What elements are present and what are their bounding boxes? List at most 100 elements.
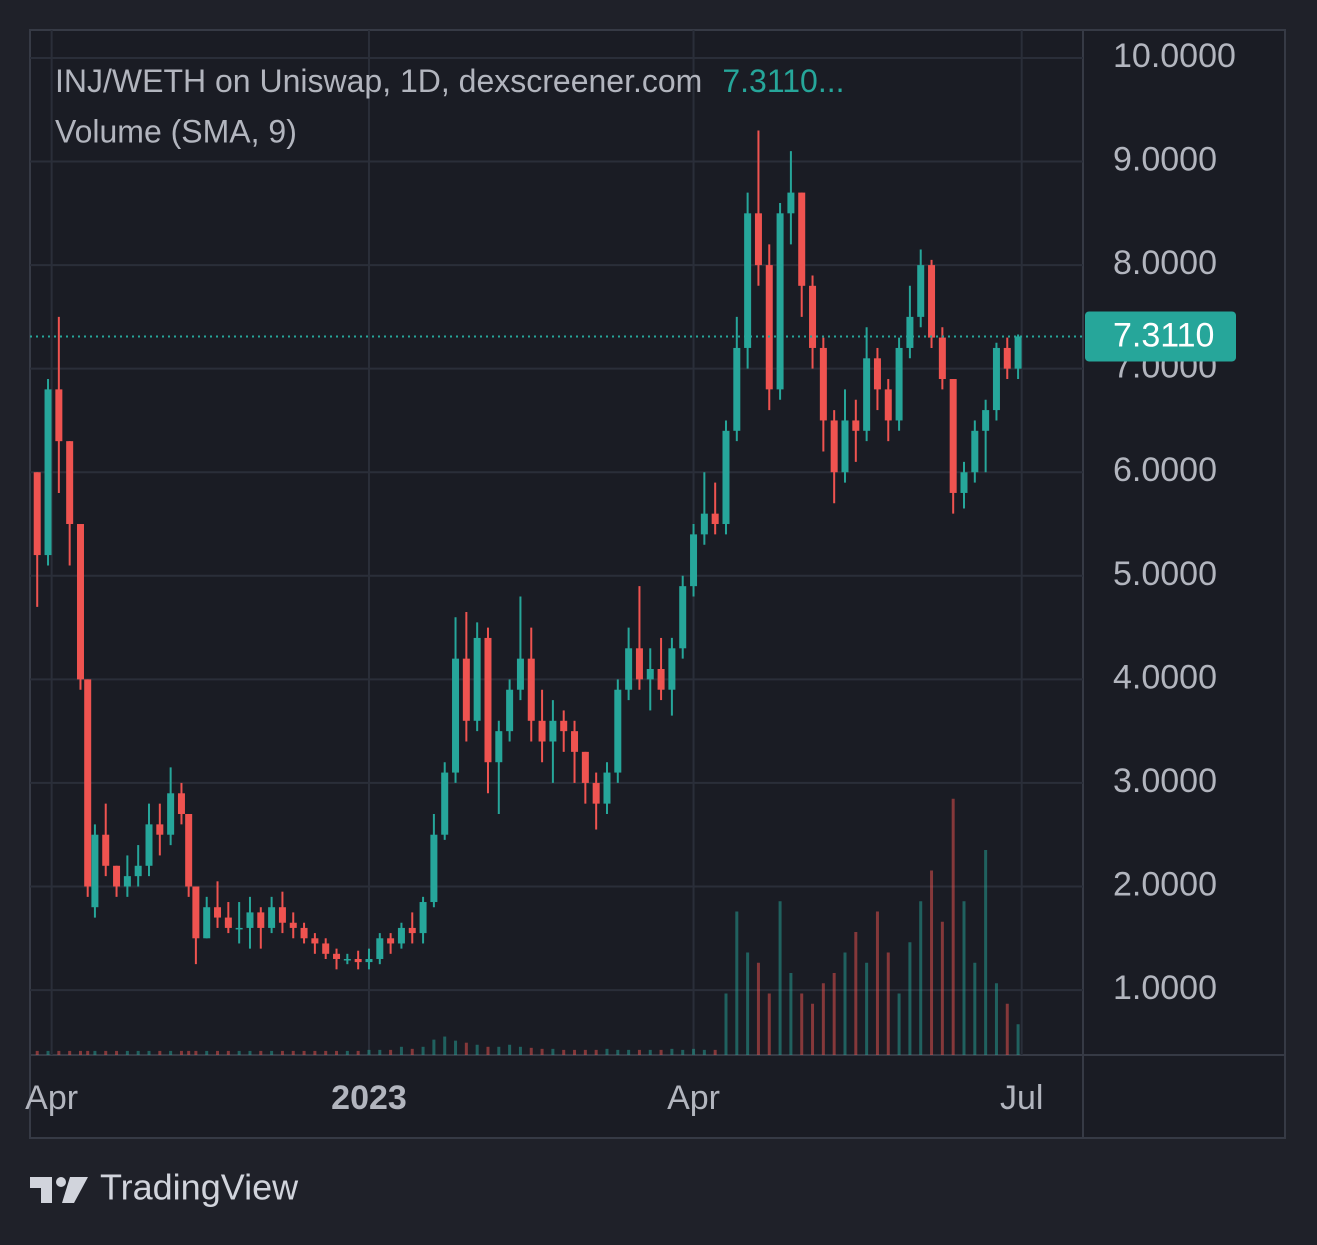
- volume-bar: [940, 921, 944, 1055]
- volume-bar: [136, 1050, 140, 1055]
- candle-body: [560, 720, 568, 732]
- volume-bar: [702, 1049, 706, 1055]
- candle-body: [744, 213, 752, 348]
- volume-bar: [86, 1050, 90, 1055]
- candle-body: [333, 953, 341, 959]
- volume-bar: [778, 901, 782, 1055]
- volume-bar: [930, 870, 934, 1055]
- volume-bar: [670, 1048, 674, 1055]
- volume-bar: [713, 1049, 717, 1055]
- candle-body: [484, 637, 492, 763]
- candle-body: [1014, 336, 1022, 369]
- candle-body: [419, 902, 427, 934]
- volume-bar: [800, 993, 804, 1055]
- y-tick-label: 9.0000: [1113, 141, 1217, 179]
- last-price-badge: [1085, 311, 1236, 362]
- y-tick-label: 5.0000: [1113, 555, 1217, 593]
- x-tick-label: Jul: [1000, 1079, 1043, 1117]
- volume-bar: [746, 952, 750, 1055]
- volume-bar: [194, 1050, 198, 1055]
- volume-bar: [681, 1049, 685, 1055]
- candle-body: [246, 912, 254, 928]
- candle-body: [538, 720, 546, 742]
- y-tick-label: 6.0000: [1113, 451, 1217, 489]
- volume-bar: [648, 1049, 652, 1055]
- candle-body: [289, 922, 297, 928]
- candle-body: [156, 824, 164, 835]
- candle-body: [495, 731, 503, 763]
- chart-frame: [29, 29, 1286, 1139]
- candle-body: [76, 524, 84, 680]
- candle-body: [102, 834, 110, 866]
- volume-bar: [464, 1042, 468, 1055]
- volume-bar: [518, 1046, 522, 1055]
- volume-bar: [57, 1050, 61, 1055]
- candle-body: [646, 669, 654, 680]
- volume-bar: [984, 850, 988, 1055]
- candle-body: [268, 907, 276, 928]
- candle-body: [516, 658, 524, 690]
- candle-body: [452, 658, 460, 773]
- volume-bar: [46, 1050, 50, 1055]
- candle-body: [657, 669, 665, 690]
- candle-body: [343, 958, 351, 961]
- candle-body: [527, 658, 535, 721]
- volume-bar: [637, 1049, 641, 1055]
- candle-body: [787, 192, 795, 214]
- candle-body: [1003, 347, 1011, 369]
- volume-bar: [821, 983, 825, 1055]
- ticks: 1.00002.00003.00004.00005.00006.00007.00…: [25, 37, 1236, 1117]
- candle-body: [84, 679, 92, 887]
- volume-bar: [1005, 1003, 1009, 1055]
- volume-bar: [486, 1046, 490, 1055]
- volume-bar: [345, 1050, 349, 1055]
- volume-bar: [216, 1050, 220, 1055]
- volume-bar: [497, 1046, 501, 1055]
- candle-body: [387, 938, 395, 944]
- candle-body: [311, 938, 319, 944]
- volume-bars: [35, 798, 1020, 1055]
- legend-price: 7.3110...: [722, 63, 844, 99]
- x-tick-label: Apr: [25, 1079, 78, 1117]
- candle-body: [44, 389, 52, 556]
- candle-body: [960, 472, 968, 493]
- volume-bar: [443, 1036, 447, 1055]
- candle-body: [91, 834, 99, 908]
- volume-bar: [389, 1049, 393, 1055]
- y-tick-label: 10.0000: [1113, 37, 1236, 75]
- candle-body: [192, 886, 200, 939]
- volume-bar: [78, 1050, 82, 1055]
- symbol-title: INJ/WETH on Uniswap, 1D, dexscreener.com: [55, 63, 702, 99]
- candle-body: [581, 751, 589, 783]
- volume-bar: [367, 1049, 371, 1055]
- volume-bar: [692, 1048, 696, 1055]
- candle-body: [982, 410, 990, 431]
- y-tick-label: 3.0000: [1113, 762, 1217, 800]
- candle-body: [397, 927, 405, 944]
- y-tick-label: 1.0000: [1113, 969, 1217, 1007]
- volume-bar: [897, 993, 901, 1055]
- volume-bar: [724, 993, 728, 1055]
- volume-bar: [237, 1050, 241, 1055]
- candle-body: [895, 347, 903, 421]
- candle-body: [722, 430, 730, 525]
- volume-bar: [865, 962, 869, 1055]
- candle-body: [928, 265, 936, 338]
- candle-body: [365, 958, 373, 963]
- volume-bar: [659, 1049, 663, 1055]
- volume-bar: [843, 952, 847, 1055]
- candle-body: [830, 420, 838, 473]
- candle-body: [635, 648, 643, 680]
- volume-bar: [973, 962, 977, 1055]
- candle-body: [603, 772, 611, 804]
- candle-body: [322, 943, 330, 954]
- last-price-label: 7.3110: [1113, 316, 1214, 354]
- candle-body: [809, 285, 817, 348]
- volume-bar: [68, 1050, 72, 1055]
- volume-bar: [627, 1049, 631, 1055]
- candle-body: [711, 513, 719, 525]
- volume-bar: [875, 911, 879, 1055]
- candle-body: [906, 316, 914, 348]
